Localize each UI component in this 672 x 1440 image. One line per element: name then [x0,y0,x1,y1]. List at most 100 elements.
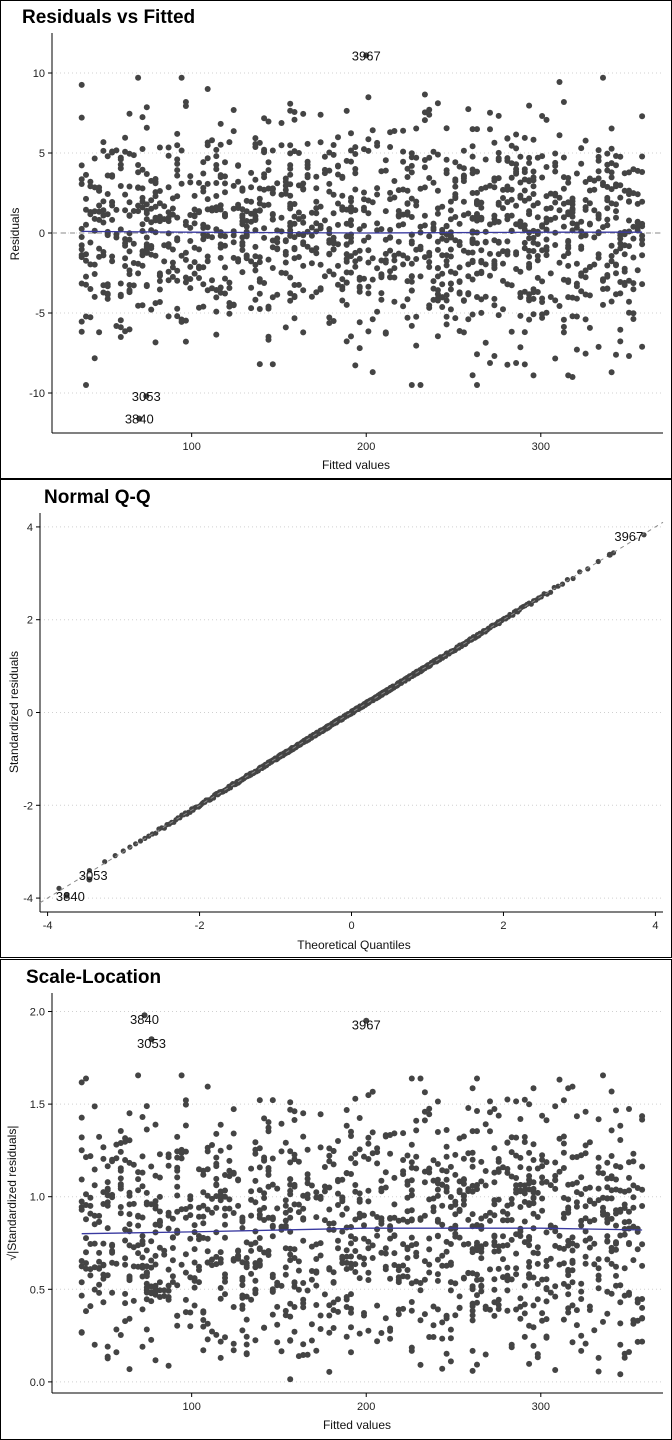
data-point [356,1146,363,1153]
data-point [465,106,472,113]
data-point [539,278,546,285]
data-point [591,207,598,214]
data-point [521,1301,528,1308]
data-point [508,228,515,234]
data-point [456,278,463,285]
data-point [578,288,585,295]
data-point [460,212,467,219]
data-point [117,1185,124,1192]
data-point [152,193,159,200]
data-point [365,290,372,297]
data-point [417,382,424,388]
data-point [595,1185,602,1192]
data-point [217,1121,224,1128]
data-point [365,1092,372,1099]
data-point [408,278,415,285]
data-point [317,1240,324,1247]
data-point [217,1147,224,1154]
data-point [495,1248,502,1254]
data-point [369,199,376,206]
data-point [539,174,546,181]
data-point [408,1164,415,1171]
data-point [495,1158,502,1165]
data-point [539,247,546,254]
data-point [434,210,441,217]
data-point [487,250,493,257]
data-point [252,1239,259,1246]
data-point [117,1167,124,1174]
data-point [421,117,428,124]
data-point [113,231,120,238]
data-point [304,1191,311,1198]
data-point [621,187,628,194]
data-point [465,1216,472,1223]
data-point [182,1251,189,1258]
data-point [278,269,285,276]
data-point [126,212,133,219]
data-point [478,270,485,277]
data-point [100,1201,107,1207]
outlier-point [136,415,143,422]
data-point [543,309,550,316]
data-point [439,1167,446,1174]
data-point [552,1177,559,1184]
data-point [130,1297,137,1304]
data-point [217,206,224,213]
smooth-line [81,1227,643,1235]
data-point [417,1075,424,1082]
data-point [222,264,228,271]
data-point [304,164,311,171]
x-axis-label-residuals: Fitted values [322,458,390,472]
data-point [495,1296,502,1303]
data-point [352,170,359,177]
data-point [608,1127,615,1134]
data-point [578,1332,585,1339]
data-point [191,1222,198,1229]
outlier-label: 3840 [130,1012,159,1027]
data-point [295,1286,302,1293]
data-point [391,265,398,272]
data-point [382,1169,389,1176]
data-point [178,180,185,187]
data-point [143,1296,150,1303]
data-point [330,318,337,324]
y-axis-label-qq: Standardized residuals [7,651,21,773]
data-point [261,1324,268,1331]
data-point [265,167,272,174]
y-tick-label: -5 [35,308,45,320]
data-point [282,1139,289,1146]
data-point [326,314,333,321]
data-point [500,277,506,284]
data-point [361,1222,367,1229]
data-point [478,1223,485,1229]
data-point [582,137,589,144]
data-point [508,142,515,149]
data-point [443,1143,450,1150]
data-point [552,199,559,206]
data-point [600,1170,606,1177]
data-point [504,1264,511,1271]
data-point [539,1179,546,1186]
data-point [469,1188,476,1195]
data-point [526,253,533,260]
data-point [191,270,198,277]
data-point [226,1173,233,1180]
data-point [326,180,333,187]
data-point [209,1256,215,1263]
data-point [565,1242,572,1249]
data-point [530,1324,537,1331]
data-point [348,238,354,245]
data-point [143,1103,150,1110]
data-point [91,1286,98,1293]
data-point [313,250,320,257]
data-point [226,1205,233,1212]
outlier-point [363,52,370,59]
data-point [100,147,107,154]
chart-title-scale-location: Scale-Location [26,967,161,988]
data-point [639,1315,646,1321]
data-point [252,1260,259,1267]
data-point [274,1185,281,1192]
data-point [196,246,202,253]
data-point [204,1320,211,1327]
data-point [113,206,120,213]
